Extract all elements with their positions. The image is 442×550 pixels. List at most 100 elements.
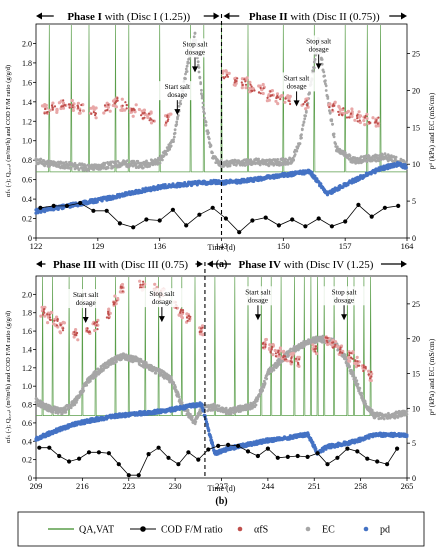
- ec-point: [308, 92, 311, 95]
- annotation-line-2: dosage: [152, 298, 172, 306]
- y-tick-label-left: 0.8: [22, 156, 32, 165]
- ec-point: [356, 382, 360, 386]
- y-tick-label-left: 1.2: [22, 364, 32, 373]
- annotation-bg: [139, 288, 184, 308]
- ec-point: [169, 376, 173, 379]
- ec-point: [355, 379, 359, 383]
- alpha-fs-point: [46, 313, 49, 316]
- ec-point: [379, 158, 383, 162]
- ec-point: [377, 159, 380, 163]
- y-tick-label-left: 0.4: [22, 437, 32, 446]
- cod-fm-point: [343, 219, 348, 224]
- ec-point: [320, 58, 324, 61]
- alpha-fs-point: [86, 327, 89, 330]
- alpha-fs-point: [71, 104, 74, 107]
- ec-point: [361, 396, 365, 400]
- alpha-fs-point: [374, 121, 377, 124]
- alpha-fs-point: [182, 311, 185, 314]
- alpha-fs-point: [43, 311, 46, 314]
- x-tick-label: 216: [76, 481, 89, 491]
- x-tick-label: 244: [262, 481, 276, 491]
- alpha-fs-point: [124, 101, 127, 104]
- alpha-fs-point: [103, 104, 107, 107]
- ec-point: [161, 158, 164, 162]
- y-tick-label-left: 1.4: [22, 98, 32, 107]
- ec-point: [343, 151, 347, 155]
- ec-point: [290, 160, 294, 164]
- alpha-fs-halo: [348, 359, 352, 363]
- series-pd: [34, 401, 409, 456]
- x-tick-label: 157: [339, 241, 352, 251]
- annotation-line-2: dosage: [334, 296, 354, 304]
- alpha-fs-halo: [304, 107, 308, 111]
- cod-fm-point: [375, 459, 380, 464]
- alpha-fs-point: [244, 83, 248, 86]
- alpha-fs-point: [73, 333, 76, 336]
- alpha-fs-point: [187, 314, 190, 317]
- alpha-fs-point: [334, 343, 337, 346]
- alpha-fs-point: [147, 112, 151, 115]
- alpha-fs-halo: [201, 333, 205, 337]
- y-tick-label-left: 2.0: [22, 39, 32, 48]
- ec-point: [209, 143, 213, 147]
- alpha-fs-point: [185, 316, 189, 319]
- cod-fm-point: [369, 214, 374, 219]
- alpha-fs-point: [77, 106, 80, 109]
- alpha-fs-point: [125, 103, 128, 107]
- annotation-bg: [173, 38, 217, 58]
- alpha-fs-point: [200, 327, 203, 330]
- alpha-fs-point: [55, 324, 59, 327]
- alpha-fs-halo: [72, 335, 76, 339]
- y-tick-label-right: 10: [412, 404, 420, 413]
- plot-area: [34, 276, 409, 478]
- alpha-fs-halo: [120, 282, 125, 287]
- alpha-fs-halo: [275, 92, 280, 96]
- alpha-fs-halo: [358, 120, 362, 125]
- cod-fm-point: [186, 450, 191, 455]
- annotation-bg: [274, 72, 319, 92]
- alpha-fs-point: [67, 103, 70, 106]
- ec-point: [187, 61, 191, 65]
- alpha-fs-point: [298, 358, 301, 361]
- ec-point: [198, 76, 202, 80]
- series-cod-fm: [37, 442, 400, 478]
- alpha-fs-halo: [164, 123, 168, 127]
- alpha-fs-halo: [164, 114, 168, 118]
- ec-point: [162, 154, 166, 158]
- cod-fm-point: [216, 443, 221, 448]
- pd-point: [313, 174, 317, 178]
- ec-point: [114, 160, 117, 163]
- x-tick-label: 209: [30, 481, 43, 491]
- alpha-fs-halo: [271, 353, 275, 357]
- ec-point: [82, 389, 86, 392]
- cod-fm-point: [57, 453, 62, 459]
- ec-point: [330, 119, 334, 123]
- alpha-fs-point: [284, 355, 287, 358]
- ec-point: [228, 164, 232, 168]
- series-alpha-fs: [40, 69, 381, 128]
- annotation-bg: [296, 35, 341, 55]
- alpha-fs-point: [289, 360, 292, 363]
- ec-point: [267, 372, 271, 376]
- y-tick-label-left: 2.0: [22, 290, 32, 299]
- alpha-fs-point: [113, 102, 116, 105]
- ec-point: [103, 163, 106, 167]
- alpha-fs-point: [264, 343, 267, 346]
- legend: QA,VAT COD F/M ratio αfS EC pd: [17, 511, 425, 547]
- legend-box: [17, 511, 425, 547]
- alpha-fs-halo: [46, 321, 50, 325]
- alpha-fs-halo: [278, 346, 282, 350]
- pd-point: [210, 441, 214, 445]
- pd-point: [95, 200, 99, 204]
- alpha-fs-point: [106, 108, 109, 111]
- ec-point: [225, 159, 229, 163]
- alpha-fs-halo: [374, 124, 378, 128]
- y-axis-left-title: αfₛ (-); Qₐ,ᵥₐₜ (m³/m²h) and COD F/M rat…: [5, 65, 12, 197]
- ec-point: [196, 60, 200, 64]
- pd-point: [404, 165, 408, 169]
- ec-point: [357, 388, 361, 392]
- alpha-fs-point: [199, 330, 202, 333]
- pd-point: [405, 433, 409, 437]
- ec-point: [230, 410, 234, 414]
